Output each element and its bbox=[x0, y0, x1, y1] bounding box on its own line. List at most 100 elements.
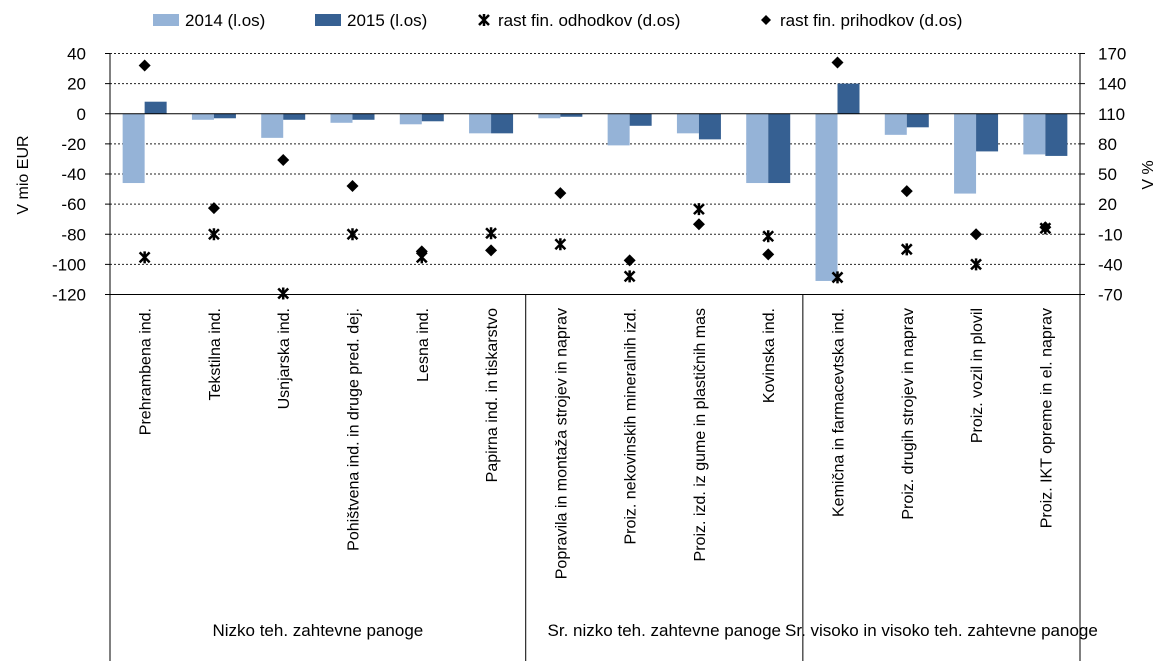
bar-2015 bbox=[976, 113, 999, 152]
star-marker bbox=[485, 227, 497, 240]
bar-2015 bbox=[837, 83, 860, 114]
bar-2014 bbox=[538, 113, 561, 119]
y-tick-label: -60 bbox=[61, 195, 86, 214]
category-label: Lesna ind. bbox=[415, 308, 432, 382]
bar-2015 bbox=[213, 113, 236, 119]
y2-tick-label: -10 bbox=[1098, 225, 1123, 244]
legend-label: rast fin. prihodkov (d.os) bbox=[780, 11, 962, 30]
bar-2014 bbox=[676, 113, 699, 134]
diamond-marker bbox=[138, 59, 151, 72]
star-marker bbox=[900, 243, 913, 256]
y2-tick-label: -70 bbox=[1098, 286, 1123, 305]
y-axis-label: V mio EUR bbox=[15, 135, 32, 214]
y-tick-label: 20 bbox=[67, 75, 86, 94]
diamond-marker bbox=[831, 56, 844, 69]
star-marker bbox=[831, 271, 844, 284]
bar-2015 bbox=[421, 113, 444, 122]
bar-2015 bbox=[768, 113, 791, 184]
bar-2015 bbox=[906, 113, 929, 128]
y2-tick-label: 50 bbox=[1098, 165, 1117, 184]
star-marker bbox=[623, 270, 636, 283]
category-label: Popravila in montaža strojev in naprav bbox=[553, 308, 570, 579]
bar-2015 bbox=[1045, 113, 1068, 156]
bar-2015 bbox=[629, 113, 652, 126]
group-label: Sr. visoko in visoko teh. zahtevne panog… bbox=[785, 621, 1098, 640]
category-label: Papirna ind. in tiskarstvo bbox=[484, 308, 501, 482]
gridlines bbox=[110, 53, 1080, 295]
y-tick-label: -40 bbox=[61, 165, 86, 184]
legend-swatch bbox=[315, 14, 341, 26]
y2-tick-label: 20 bbox=[1098, 195, 1117, 214]
legend-diamond-icon bbox=[761, 15, 771, 25]
y2-tick-label: -40 bbox=[1098, 255, 1123, 274]
y2-tick-label: 140 bbox=[1098, 75, 1126, 94]
category-label: Kovinska ind. bbox=[761, 308, 778, 403]
bar-2014 bbox=[261, 113, 284, 138]
bar-2014 bbox=[746, 113, 769, 184]
category-label: Proiz. nekovinskih mineralnih izd. bbox=[623, 308, 640, 545]
diamond-marker bbox=[1039, 221, 1052, 234]
y-tick-label: -20 bbox=[61, 135, 86, 154]
diamond-marker bbox=[415, 245, 428, 258]
y2-tick-label: 110 bbox=[1098, 105, 1125, 124]
star-marker bbox=[554, 238, 567, 251]
star-marker bbox=[138, 251, 151, 264]
group-label: Nizko teh. zahtevne panoge bbox=[212, 621, 423, 640]
legend-star-icon bbox=[478, 14, 490, 26]
category-label: Pohištvena ind. in druge pred. dej. bbox=[346, 308, 363, 551]
bars bbox=[122, 83, 1068, 281]
category-label: Proiz. IKT opreme in el. naprav bbox=[1038, 308, 1055, 528]
y-tick-label: -100 bbox=[52, 255, 86, 274]
diamond-marker bbox=[623, 254, 636, 267]
diamond-marker bbox=[692, 218, 705, 231]
bar-2015 bbox=[560, 113, 583, 117]
bar-2015 bbox=[698, 113, 721, 140]
bar-2014 bbox=[330, 113, 353, 123]
legend: 2014 (l.os) 2015 (l.os) rast fin. odhodkov… bbox=[153, 11, 962, 30]
category-label: Proiz. vozil in plovil bbox=[969, 308, 986, 443]
y-tick-label: -80 bbox=[61, 225, 86, 244]
category-label: Proiz. drugih strojev in naprav bbox=[900, 308, 917, 520]
bar-2014 bbox=[607, 113, 630, 146]
bar-2015 bbox=[144, 101, 167, 114]
bar-2014 bbox=[815, 113, 838, 281]
y-tick-label: -120 bbox=[52, 286, 86, 305]
bar-2014 bbox=[399, 113, 422, 125]
star-marker bbox=[277, 287, 290, 300]
markers bbox=[138, 56, 1052, 300]
legend-label: rast fin. odhodkov (d.os) bbox=[498, 11, 680, 30]
bar-2014 bbox=[954, 113, 977, 194]
diamond-marker bbox=[900, 185, 913, 198]
axes: 40 20 0 -20 -40 -60 -80 -100 -120 170 140 110 80 50 20… bbox=[52, 45, 1126, 661]
category-label: Proiz. izd. iz gume in plastičnih mas bbox=[692, 308, 709, 561]
bar-2014 bbox=[122, 113, 145, 184]
bar-2014 bbox=[191, 113, 214, 120]
bar-2014 bbox=[469, 113, 492, 134]
y2-axis-label: V % bbox=[1140, 160, 1157, 189]
diamond-marker bbox=[970, 228, 983, 241]
group-label: Sr. nizko teh. zahtevne panoge bbox=[548, 621, 781, 640]
diamond-marker bbox=[554, 187, 567, 200]
diamond-marker bbox=[485, 244, 498, 257]
star-marker bbox=[762, 230, 775, 243]
category-label: Kemična in farmacevtska ind. bbox=[831, 308, 848, 517]
star-marker bbox=[208, 228, 220, 241]
bar-2015 bbox=[491, 113, 514, 134]
star-marker bbox=[693, 203, 705, 216]
diamond-marker bbox=[277, 153, 290, 166]
legend-swatch bbox=[153, 14, 179, 26]
category-label: Usnjarska ind. bbox=[276, 308, 293, 409]
star-marker bbox=[346, 228, 359, 241]
y-tick-label: 0 bbox=[77, 105, 86, 124]
bar-2015 bbox=[283, 113, 306, 120]
category-label: Tekstilna ind. bbox=[207, 308, 224, 401]
y2-tick-label: 170 bbox=[1098, 45, 1126, 64]
diamond-marker bbox=[346, 180, 359, 193]
legend-label: 2014 (l.os) bbox=[185, 11, 265, 30]
bar-2015 bbox=[352, 113, 375, 120]
y-tick-label: 40 bbox=[67, 45, 86, 64]
bar-2014 bbox=[884, 113, 907, 135]
legend-label: 2015 (l.os) bbox=[347, 11, 427, 30]
diamond-marker bbox=[207, 202, 220, 215]
